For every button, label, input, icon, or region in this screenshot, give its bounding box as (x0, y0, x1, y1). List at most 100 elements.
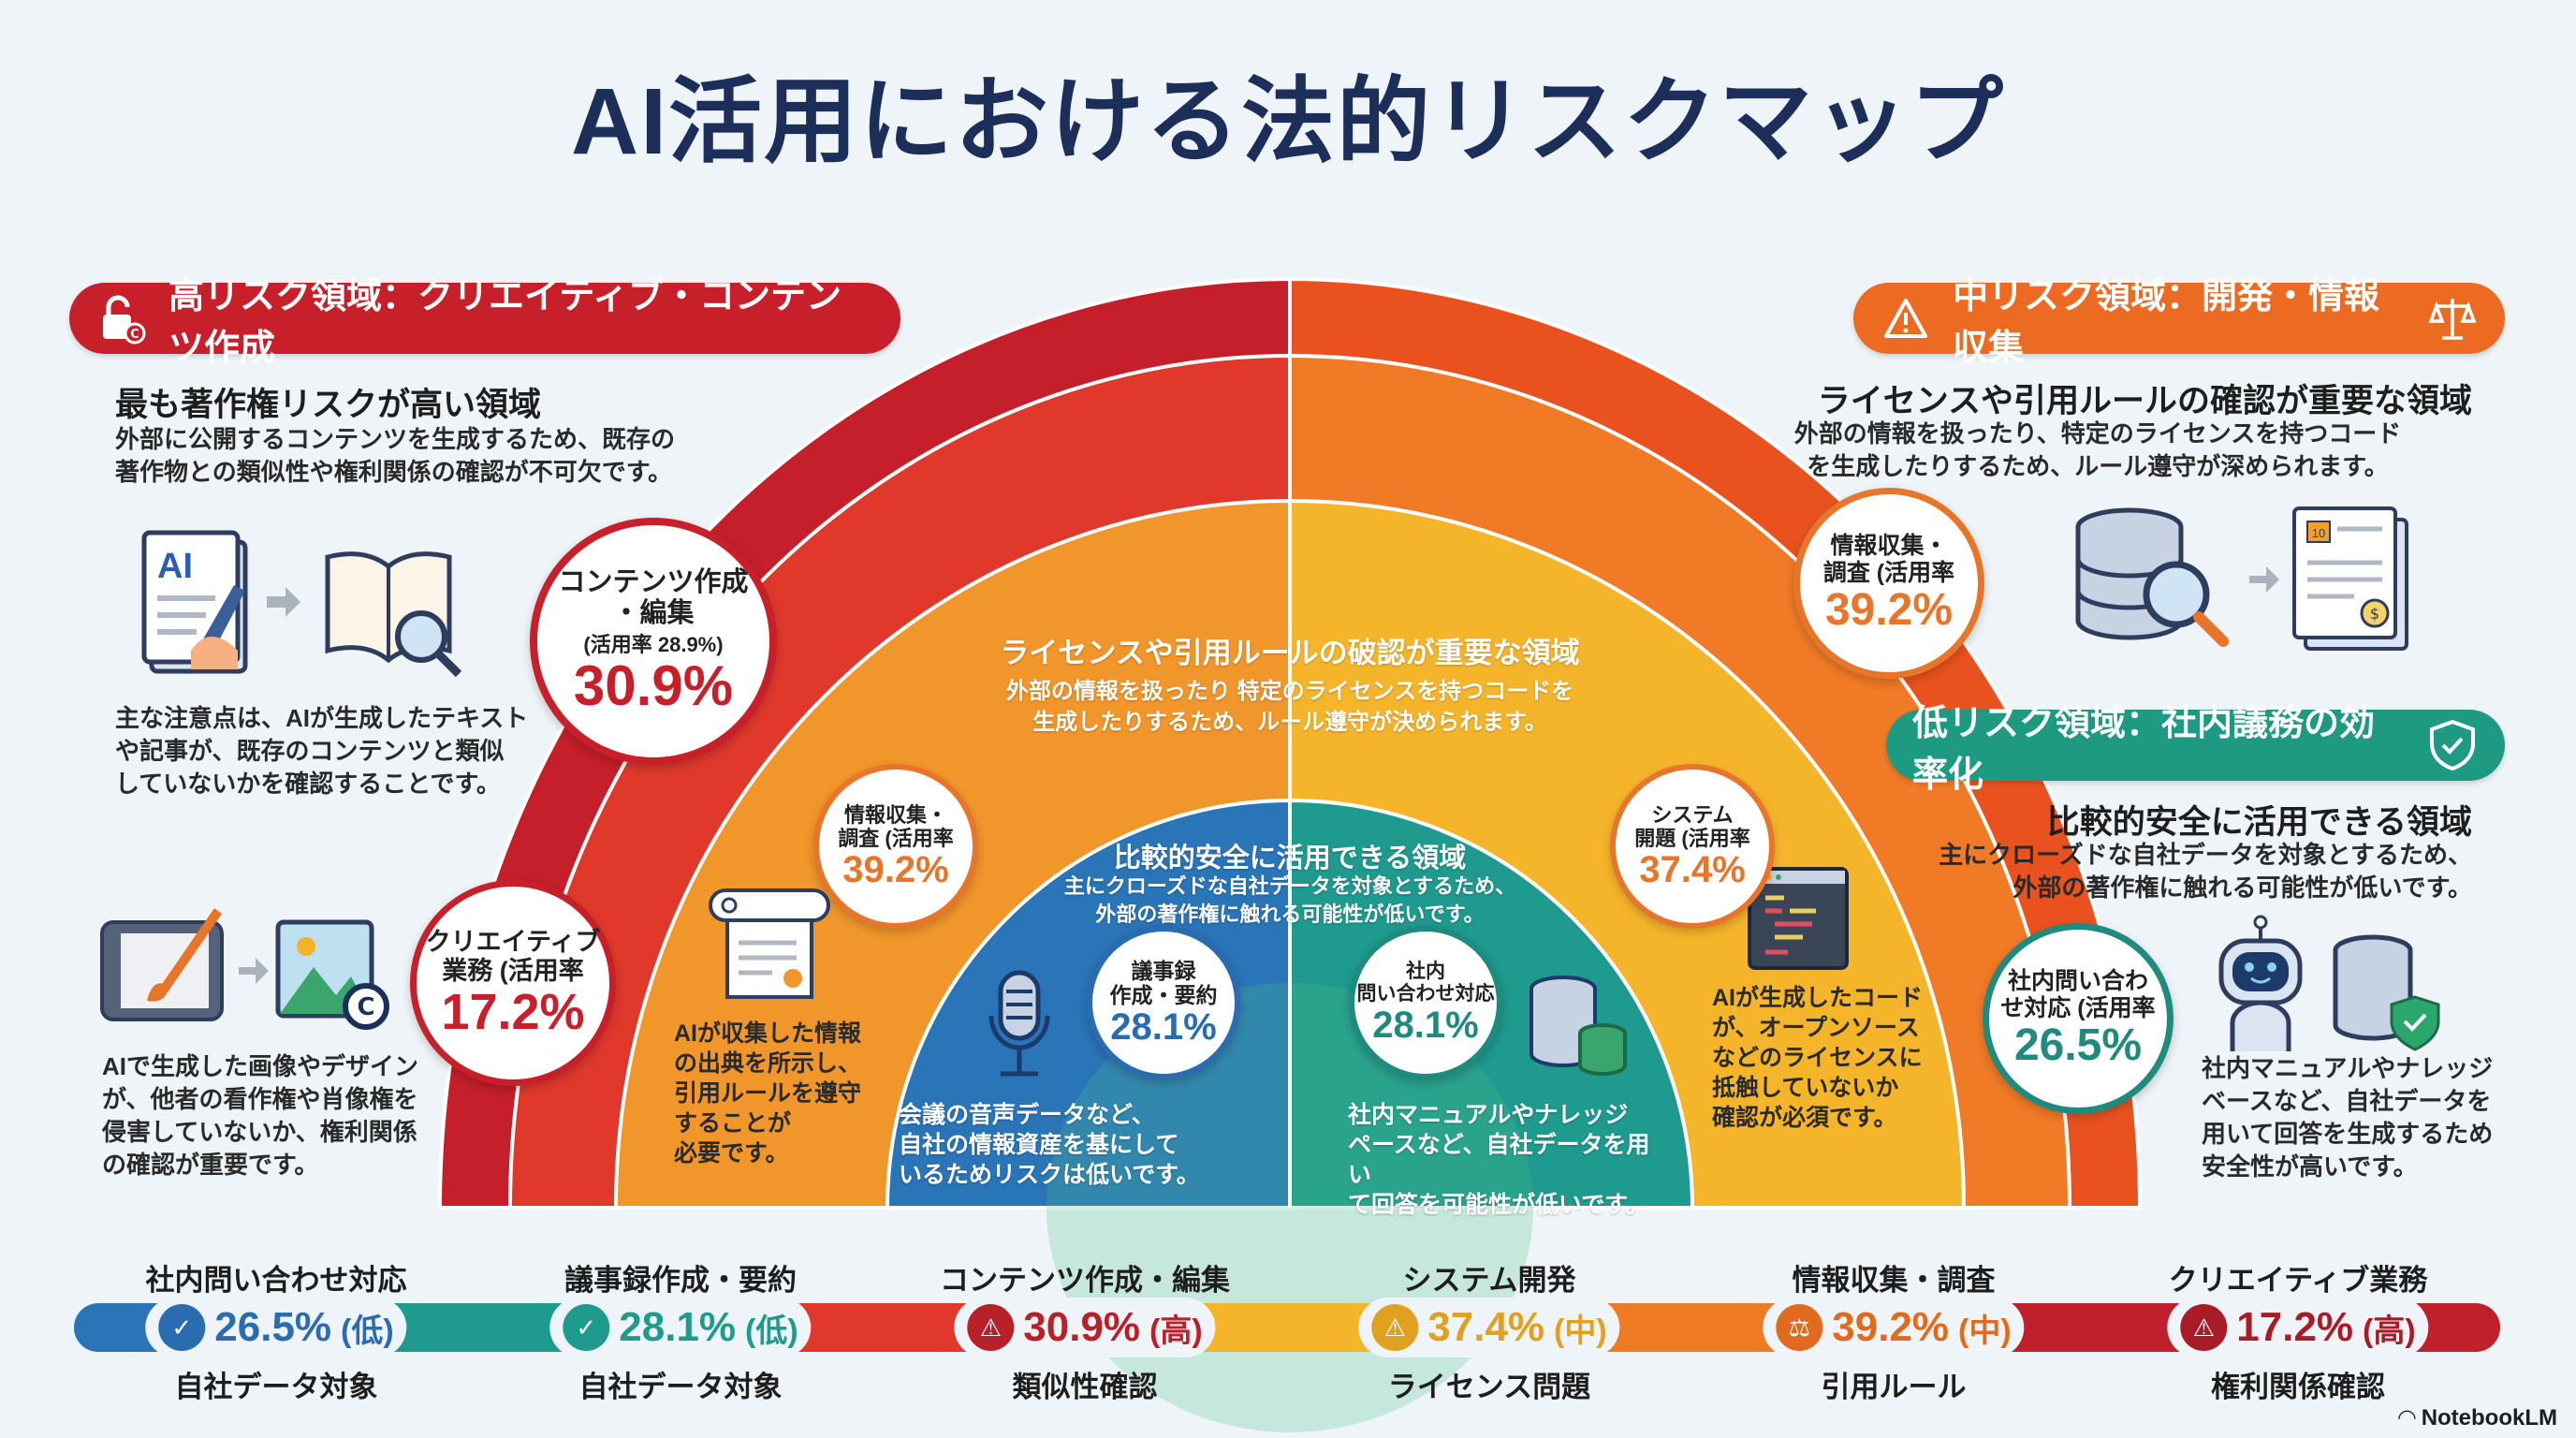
mid-risk-badge-label: 中リスク領域：開発・情報収集 (1953, 277, 2380, 368)
microphone-icon (988, 970, 1050, 1077)
bar-value: 28.1% (619, 1304, 737, 1350)
bar-chip: ⚖ 39.2% (中) (1763, 1298, 2025, 1357)
arrow-right-icon (2249, 566, 2279, 593)
tablet-to-image-icons: C (100, 908, 389, 1030)
robot-icon (2218, 915, 2303, 1051)
page-title: AI活用における法的リスクマップ (571, 69, 2005, 174)
blue-arc-note: 会議の音声データなど、 自社の情報資産を基にして いるためリスクは低いです。 (899, 1102, 1200, 1188)
bar-level: (低) (341, 1313, 394, 1349)
bar-label: 議事録作成・要約 (564, 1264, 797, 1297)
doc-badge-text: 10 (2312, 526, 2325, 540)
warning-icon (1880, 292, 1932, 345)
low-risk-description: 主にクローズドな自社データを対象とするため、 外部の著作権に触れる可能性が低いで… (1939, 841, 2472, 902)
bar-segment: ⚠ 17.2% (高) (2096, 1298, 2500, 1357)
orange-arc-note: AIが収集した情報 の出典を所示し、 引用ルールを遵守 することが 必要です。 (674, 1020, 862, 1167)
high-risk-description: 外部に公開するコンテンツを生成するため、既存の 著作物との類似性や権利関係の確認… (115, 425, 676, 486)
bar-chip: ⚠ 30.9% (高) (954, 1298, 1216, 1357)
notebooklm-logo-icon: ◠ (2398, 1405, 2416, 1431)
robot-database-icons (2218, 915, 2440, 1051)
bar-value: 37.4% (1427, 1304, 1545, 1350)
yellow-arc-note: AIが生成したコード が、オープンソース などのライセンスに 抵触していないか … (1712, 985, 1924, 1131)
bar-chip: ⚠ 17.2% (高) (2167, 1298, 2429, 1357)
stat-label: 情報収集・ 調査 (活用率 (838, 802, 954, 850)
stat-label: 情報収集・ 調査 (活用率 (1822, 533, 1955, 586)
stat-circle-internal-inquiry-right: 社内問い合わ せ対応 (活用率 26.5% (1983, 923, 2174, 1114)
stat-label: コンテンツ作成 ・編集 (558, 566, 749, 628)
bar-value: 39.2% (1832, 1304, 1950, 1350)
high-risk-badge-label: 高リスク領域：クリエイティブ・コンテンツ作成 (168, 277, 842, 368)
stat-circle-minutes: 議事録 作成・要約 28.1% (1087, 926, 1240, 1079)
bar-label: コンテンツ作成・編集 (940, 1264, 1230, 1297)
arrow-right-icon (267, 587, 300, 617)
arc-low-description: 主にクローズドな自社データを対象とするため、 外部の著作権に触れる可能性が低いで… (1063, 874, 1516, 926)
arrow-right-icon (239, 958, 269, 984)
shield-check-icon: ✓ (563, 1304, 610, 1351)
mid-risk-description: 外部の情報を扱ったり、特定のライセンスを持つコード を生成したりするため、ルール… (1793, 419, 2402, 480)
stat-value: 39.2% (842, 849, 949, 891)
stat-circle-creative: クリエイティブ 業務 (活用率 17.2% (410, 880, 616, 1086)
stat-label: 議事録 作成・要約 (1109, 958, 1218, 1007)
bar-value: 30.9% (1023, 1304, 1141, 1350)
bar-label: 情報収集・調査 (1792, 1264, 1996, 1297)
stat-value: 28.1% (1372, 1005, 1479, 1047)
ai-document-icon: AI (141, 530, 248, 674)
svg-text:$: $ (2370, 605, 2379, 623)
shield-check-icon: ✓ (158, 1304, 206, 1351)
stat-circle-info-gathering-right: 情報収集・ 調査 (活用率 39.2% (1793, 488, 1984, 679)
warning-icon: ⚠ (967, 1304, 1015, 1351)
bar-segment: ✓ 28.1% (低) (478, 1298, 883, 1357)
bar-level: (中) (1958, 1313, 2012, 1349)
notebooklm-watermark: ◠ NotebookLM (2398, 1404, 2557, 1431)
bar-chip: ✓ 26.5% (低) (145, 1298, 407, 1357)
bar-segment: ⚠ 30.9% (高) (883, 1298, 1287, 1357)
shield-check-icon (2426, 719, 2479, 771)
scales-icon: ⚖ (1776, 1304, 1823, 1351)
bar-label: クリエイティブ業務 (2168, 1264, 2428, 1297)
mid-risk-badge: 中リスク領域：開発・情報収集 (1853, 277, 2505, 368)
bar-level: (低) (745, 1313, 798, 1349)
image-copyright-icon: C (275, 919, 389, 1030)
ai-document-to-book-icons: AI (141, 530, 462, 678)
high-risk-heading: 最も著作権リスクが高い領域 (115, 387, 542, 423)
bar-segment: ⚖ 39.2% (中) (1691, 1298, 2096, 1357)
warning-icon: ⚠ (2180, 1304, 2228, 1351)
bar-note: 自社データ対象 (174, 1371, 378, 1403)
bar-value: 17.2% (2236, 1304, 2354, 1350)
high-risk-badge: C 高リスク領域：クリエイティブ・コンテンツ作成 (69, 277, 900, 368)
bar-label: 社内問い合わせ対応 (145, 1264, 407, 1297)
stat-label: 社内問い合わ せ対応 (活用率 (2000, 968, 2156, 1021)
bottom-notes-row: 自社データ対象 自社データ対象 類似性確認 ライセンス問題 引用ルール 権利関係… (74, 1363, 2500, 1405)
arc-mid-heading: ライセンスや引用ルールの破認が重要な領域 (1000, 637, 1580, 669)
bar-chip: ✓ 28.1% (低) (549, 1298, 812, 1357)
creative-note-text: AIで生成した画像やデザイン が、他者の看作権や肖像権を 侵害していないか、権利… (102, 1052, 419, 1179)
bar-level: (高) (1149, 1313, 1203, 1349)
search-document-icon (709, 888, 830, 999)
stat-label: 社内 問い合わせ対応 (1356, 960, 1495, 1005)
mid-risk-heading: ライセンスや引用ルールの確認が重要な領域 (1817, 383, 2472, 419)
bar-level: (中) (1554, 1313, 1607, 1349)
scales-icon (2426, 292, 2479, 345)
low-risk-heading: 比較的安全に活用できる領域 (2046, 804, 2472, 841)
database-to-license-icons: 10 $ (2075, 506, 2408, 651)
bar-note: 権利関係確認 (2211, 1371, 2385, 1403)
database-icon (1530, 976, 1627, 1076)
svg-text:C: C (357, 993, 374, 1021)
bar-segment: ✓ 26.5% (低) (74, 1298, 478, 1357)
stat-value: 37.4% (1639, 849, 1746, 891)
bar-note: ライセンス問題 (1387, 1371, 1591, 1403)
svg-text:C: C (130, 328, 139, 342)
stat-value: 28.1% (1110, 1006, 1217, 1049)
tablet-brush-icon (100, 908, 224, 1021)
stat-circle-content-editing: コンテンツ作成 ・編集 (活用率 28.9%) 30.9% (530, 518, 777, 765)
stat-value: 39.2% (1824, 584, 1954, 635)
stat-label: クリエイティブ 業務 (活用率 (425, 927, 601, 985)
database-shield-icon (2333, 934, 2440, 1051)
stat-value: 26.5% (2013, 1020, 2143, 1070)
stat-circle-info-gathering: 情報収集・ 調査 (活用率 39.2% (813, 764, 978, 929)
bar-chip: ⚠ 37.4% (中) (1358, 1298, 1620, 1357)
code-window-icon (1748, 867, 1849, 970)
low-risk-note-text: 社内マニュアルやナレッジ ベースなど、自社データを 用いて回答を生成するため 安… (2202, 1054, 2494, 1181)
high-risk-note-text: 主な注意点は、AIが生成したテキスト や記事が、既存のコンテンツと類似 していな… (115, 704, 529, 798)
license-document-icon: 10 $ (2292, 506, 2408, 651)
bar-note: 類似性確認 (1012, 1371, 1158, 1403)
